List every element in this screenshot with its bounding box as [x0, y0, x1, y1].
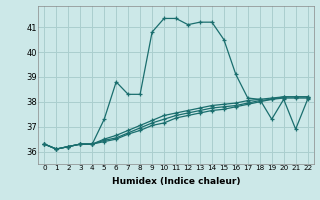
X-axis label: Humidex (Indice chaleur): Humidex (Indice chaleur)	[112, 177, 240, 186]
